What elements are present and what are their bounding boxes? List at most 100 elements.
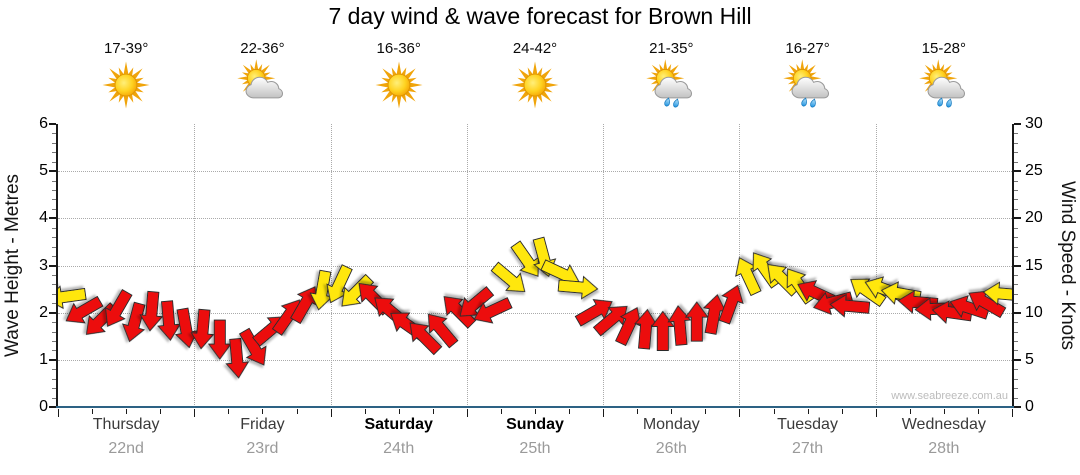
wind-arrow bbox=[427, 313, 459, 349]
day-name-label: Friday bbox=[240, 416, 285, 433]
left-axis-tick-label: 0 bbox=[39, 398, 48, 415]
right-axis-tick-label: 10 bbox=[1025, 303, 1043, 321]
x-axis-minor-tick bbox=[943, 409, 945, 414]
left-axis-minor-tick bbox=[52, 256, 56, 258]
wind-arrow bbox=[459, 286, 495, 317]
right-axis-tick-label: 20 bbox=[1025, 209, 1043, 227]
day-date-label: 22nd bbox=[108, 440, 144, 457]
left-axis-minor-tick bbox=[52, 180, 56, 182]
left-axis-tick-label: 6 bbox=[39, 115, 48, 132]
right-axis-tick bbox=[1014, 406, 1021, 408]
sunny-icon bbox=[374, 59, 424, 109]
wind-arrows-layer bbox=[58, 236, 1012, 379]
left-axis-minor-tick bbox=[52, 284, 56, 286]
right-axis-minor-tick bbox=[1014, 397, 1018, 399]
gridline-h bbox=[58, 312, 1012, 314]
wind-arrow bbox=[174, 307, 199, 349]
showers-icon bbox=[646, 59, 696, 109]
right-axis-minor-tick bbox=[1014, 208, 1018, 210]
wind-arrow bbox=[225, 337, 250, 379]
x-axis-tick bbox=[194, 409, 196, 417]
wind-arrow bbox=[557, 275, 599, 300]
day-forecast-column: 16-27° bbox=[743, 40, 873, 114]
right-axis-tick bbox=[1014, 217, 1021, 220]
partly-cloudy-icon bbox=[237, 59, 287, 109]
left-axis-tick-label: 2 bbox=[39, 303, 48, 321]
wind-arrow bbox=[510, 240, 539, 277]
left-axis-tick bbox=[49, 264, 56, 267]
x-axis-minor-tick bbox=[807, 409, 809, 414]
left-axis-line bbox=[56, 124, 58, 407]
right-axis-minor-tick bbox=[1014, 303, 1018, 305]
showers-icon bbox=[919, 59, 969, 109]
x-axis-tick bbox=[875, 409, 877, 417]
right-axis-tick bbox=[1014, 123, 1021, 125]
left-axis-minor-tick bbox=[52, 199, 56, 201]
gridline-v bbox=[875, 124, 877, 407]
left-axis-minor-tick bbox=[52, 237, 56, 239]
wind-arrow bbox=[443, 296, 477, 329]
temperature-range: 17-39° bbox=[103, 40, 149, 57]
wind-arrow bbox=[490, 261, 526, 293]
wind-arrow bbox=[58, 285, 87, 310]
day-name-label: Saturday bbox=[364, 416, 433, 433]
wind-arrow bbox=[473, 297, 513, 324]
right-axis-minor-tick bbox=[1014, 322, 1018, 324]
right-axis-tick-label: 5 bbox=[1025, 350, 1034, 368]
day-date-label: 25th bbox=[519, 440, 551, 457]
left-axis-minor-tick bbox=[52, 246, 56, 248]
left-axis-minor-tick bbox=[52, 152, 56, 154]
day-name-label: Sunday bbox=[506, 416, 564, 433]
right-axis-minor-tick bbox=[1014, 199, 1018, 201]
right-axis-minor-tick bbox=[1014, 227, 1018, 229]
day-forecast-column: 16-36° bbox=[334, 40, 464, 114]
left-axis-minor-tick bbox=[52, 397, 56, 399]
right-axis-minor-tick bbox=[1014, 190, 1018, 192]
left-axis-tick bbox=[49, 311, 56, 314]
left-axis-minor-tick bbox=[52, 322, 56, 324]
day-name-label: Wednesday bbox=[901, 416, 986, 433]
wind-arrow bbox=[309, 269, 334, 311]
watermark: www.seabreeze.com.au bbox=[891, 390, 1008, 402]
right-axis-tick bbox=[1014, 170, 1021, 173]
right-axis-minor-tick bbox=[1014, 378, 1018, 380]
right-axis-minor-tick bbox=[1014, 142, 1018, 144]
right-axis-minor-tick bbox=[1014, 369, 1018, 371]
x-axis-minor-tick bbox=[398, 409, 400, 414]
left-axis-tick bbox=[49, 123, 56, 125]
right-axis-minor-tick bbox=[1014, 133, 1018, 135]
left-axis-tick-label: 5 bbox=[39, 162, 48, 180]
right-axis-tick-label: 15 bbox=[1025, 256, 1043, 274]
showers-icon bbox=[782, 59, 833, 109]
x-axis-minor-tick bbox=[92, 409, 94, 414]
wind-arrow bbox=[207, 319, 232, 360]
gridline-h bbox=[58, 171, 1012, 173]
x-axis-tick bbox=[739, 409, 741, 417]
left-axis-minor-tick bbox=[52, 190, 56, 192]
right-axis-tick bbox=[1014, 264, 1021, 267]
left-axis-minor-tick bbox=[52, 369, 56, 371]
x-axis-minor-tick bbox=[637, 409, 639, 414]
wind-arrow bbox=[650, 310, 675, 351]
x-axis-minor-tick bbox=[841, 409, 843, 414]
right-axis-minor-tick bbox=[1014, 274, 1018, 276]
x-axis-minor-tick bbox=[126, 409, 128, 414]
left-axis-tick-label: 3 bbox=[39, 256, 48, 274]
x-axis-minor-tick bbox=[705, 409, 707, 414]
day-forecast-column: 21-35° bbox=[606, 40, 736, 114]
temperature-range: 16-36° bbox=[376, 40, 421, 57]
day-name-label: Monday bbox=[642, 416, 700, 433]
wind-arrow bbox=[702, 294, 727, 335]
wind-arrow bbox=[104, 289, 133, 327]
wind-arrow bbox=[667, 305, 692, 346]
day-forecast-column: 15-28° bbox=[879, 40, 1009, 114]
temperature-range: 24-42° bbox=[512, 40, 558, 57]
left-axis-minor-tick bbox=[52, 378, 56, 380]
wind-arrow bbox=[634, 308, 659, 350]
right-axis-minor-tick bbox=[1014, 388, 1018, 390]
left-axis-tick bbox=[49, 217, 56, 220]
gridline-v bbox=[330, 124, 332, 407]
wind-arrow bbox=[409, 322, 443, 356]
x-axis-minor-tick bbox=[262, 409, 264, 414]
right-axis-line bbox=[1012, 124, 1014, 407]
